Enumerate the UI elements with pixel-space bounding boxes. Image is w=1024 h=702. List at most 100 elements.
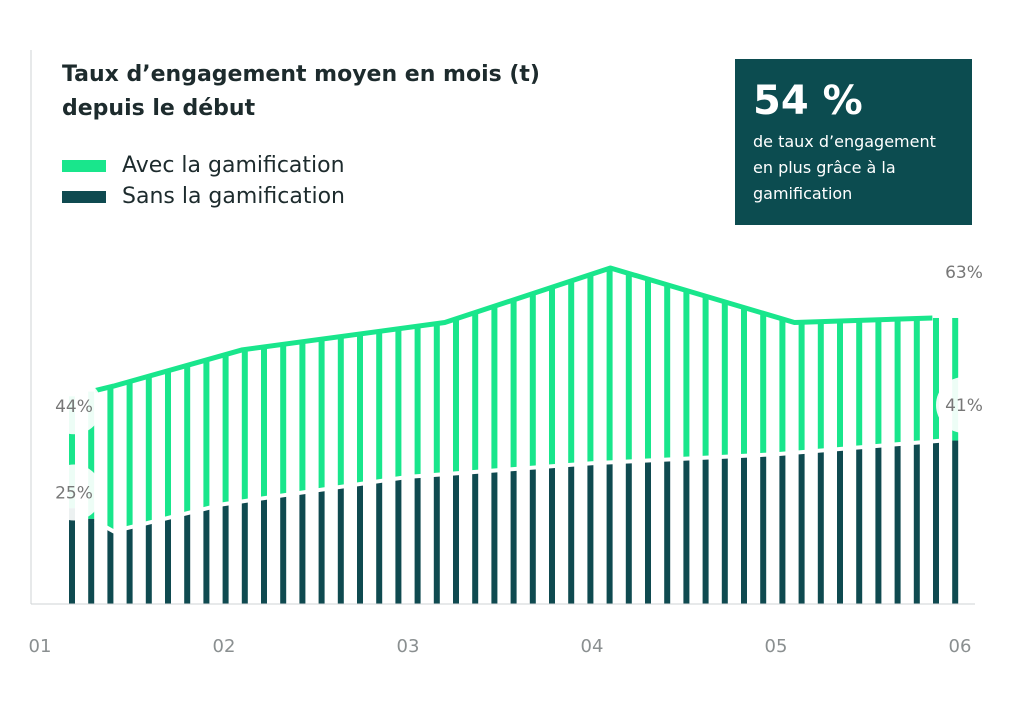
- bar-segment-without: [376, 481, 383, 604]
- bar-segment-without: [318, 489, 325, 604]
- bar-segment-without: [817, 450, 824, 604]
- bar-segment-with: [721, 301, 728, 457]
- bar-segment-with: [318, 339, 325, 490]
- legend-item-without: Sans la gamification: [62, 181, 345, 212]
- bar-segment-without: [337, 486, 344, 604]
- bar-segment-without: [664, 459, 671, 604]
- legend-swatch-with: [62, 159, 106, 172]
- bar-segment-with: [837, 321, 843, 449]
- bar-segment-without: [69, 508, 75, 604]
- bar-segment-with: [203, 359, 210, 509]
- bar-segment-without: [760, 454, 767, 604]
- bar-segment-without: [913, 442, 920, 604]
- bar-segment-without: [145, 522, 152, 604]
- bar-segment-with: [913, 318, 920, 443]
- bar-segment-with: [741, 307, 747, 456]
- bar-segment-with: [625, 273, 632, 462]
- series-line-without: [94, 438, 942, 534]
- bar-segment-without: [414, 476, 421, 604]
- bar-segment-without: [529, 467, 536, 604]
- bar-segment-with: [875, 319, 882, 446]
- bar-segment-with: [299, 341, 306, 493]
- bar-segment-with: [606, 268, 613, 463]
- bar-segment-without: [280, 495, 287, 604]
- bar-segment-with: [491, 306, 498, 471]
- bar-segment-without: [683, 458, 690, 604]
- bar-segment-without: [645, 460, 651, 604]
- series-value-labels: 44% 25% 63% 41%: [46, 244, 992, 521]
- bar-segment-with: [453, 318, 459, 474]
- bar-segment-with: [817, 321, 824, 451]
- bar-segment-with: [126, 381, 133, 528]
- bar-segment-without: [779, 453, 786, 604]
- bar-segment-with: [433, 323, 440, 475]
- x-tick-label: 05: [765, 636, 788, 657]
- bar-segment-without: [721, 456, 728, 604]
- callout-value: 54 %: [753, 78, 863, 124]
- value-label-with-end-halo: [936, 244, 992, 300]
- bar-segment-without: [241, 501, 248, 604]
- bar-segment-without: [433, 474, 440, 604]
- bar-segment-with: [145, 376, 152, 523]
- bar-segment-with: [107, 386, 114, 530]
- bar-segment-with: [760, 313, 767, 455]
- bar-segment-with: [702, 296, 709, 458]
- bar-segment-with: [568, 280, 575, 465]
- bar-segment-with: [894, 319, 901, 445]
- value-label-with-start: 44%: [55, 397, 93, 417]
- bar-segment-without: [856, 447, 863, 604]
- bar-segment-without: [952, 440, 959, 604]
- bar-segment-without: [107, 529, 114, 604]
- bar-segment-with: [510, 299, 517, 470]
- value-label-with-start-halo: [46, 378, 102, 435]
- bar-segment-without: [702, 457, 709, 604]
- bar-segment-without: [261, 498, 267, 604]
- x-tick-label: 01: [29, 636, 52, 657]
- bar-segment-with: [184, 365, 191, 514]
- bar-segment-with: [664, 284, 671, 460]
- bar-segment-without: [395, 478, 402, 604]
- chart-title: Taux d’engagement moyen en mois (t) depu…: [62, 62, 540, 121]
- bar-segment-with: [414, 326, 421, 477]
- bar-segment-with: [222, 354, 229, 504]
- value-label-with-end: 63%: [945, 263, 983, 283]
- bar-segment-with: [376, 331, 383, 482]
- legend-swatch-without: [62, 190, 106, 203]
- bar-segment-without: [587, 463, 594, 604]
- bar-segment-without: [933, 441, 939, 604]
- bar-segment-with: [337, 336, 344, 487]
- bar-segment-without: [568, 464, 575, 604]
- bar-segment-without: [184, 513, 191, 604]
- bar-segment-with: [472, 312, 479, 472]
- bar-segment-with: [779, 318, 786, 454]
- bar-segment-without: [894, 444, 901, 604]
- bar-segment-without: [165, 517, 171, 604]
- bar-segment-without: [453, 473, 459, 604]
- bar-segment-with: [856, 320, 863, 448]
- bar-segment-with: [395, 328, 402, 479]
- bar-segment-without: [510, 469, 517, 604]
- bar-segment-with: [933, 317, 939, 442]
- bar-segment-without: [357, 483, 363, 604]
- bar-segment-without: [549, 466, 555, 604]
- bar-segment-with: [280, 344, 287, 496]
- stat-callout: 54 % de taux d’engagement en plus grâce …: [735, 59, 972, 225]
- bar-group: [69, 268, 959, 604]
- x-tick-label: 02: [213, 636, 236, 657]
- bar-segment-with: [645, 279, 651, 461]
- bar-segment-without: [798, 452, 805, 604]
- value-label-without-start: 25%: [55, 484, 93, 504]
- series-line-with: [94, 265, 933, 394]
- bar-segment-with: [683, 290, 690, 459]
- legend: Avec la gamification Sans la gamificatio…: [62, 150, 345, 212]
- x-tick-label: 06: [949, 636, 972, 657]
- bar-segment-without: [88, 518, 95, 604]
- bar-segment-with: [798, 322, 805, 453]
- bar-segment-with: [587, 274, 594, 464]
- bar-segment-with: [69, 396, 75, 509]
- bar-segment-without: [299, 492, 306, 604]
- x-tick-labels: 01 02 03 04 05 06: [29, 636, 972, 657]
- x-tick-label: 03: [397, 636, 420, 657]
- bar-segment-without: [741, 455, 747, 604]
